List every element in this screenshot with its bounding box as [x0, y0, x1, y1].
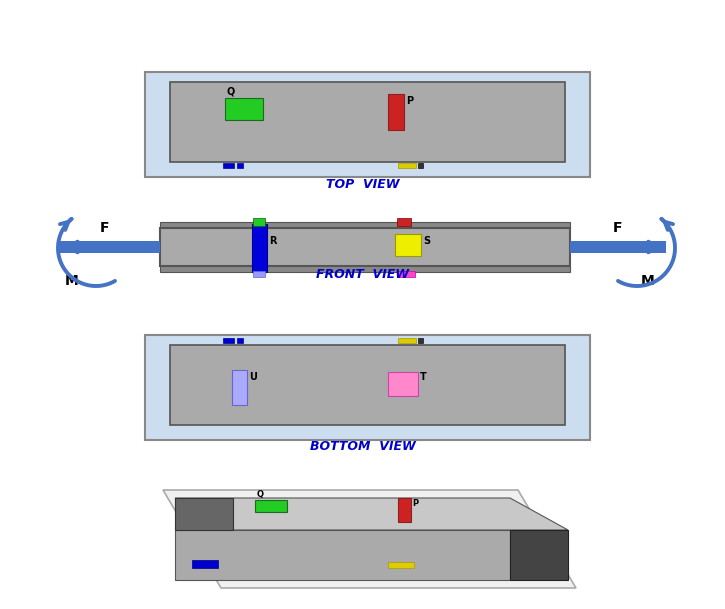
Text: M: M: [65, 274, 79, 288]
Bar: [398, 338, 416, 343]
Text: F: F: [100, 221, 109, 235]
Bar: [160, 228, 570, 266]
Bar: [398, 163, 416, 168]
Polygon shape: [510, 530, 568, 580]
Bar: [223, 163, 234, 168]
Bar: [395, 234, 421, 256]
Text: Q: Q: [227, 86, 235, 96]
Bar: [237, 338, 243, 343]
Bar: [253, 218, 265, 226]
Bar: [145, 335, 590, 440]
Text: P: P: [412, 499, 418, 508]
Bar: [397, 271, 415, 277]
Text: Q: Q: [257, 490, 264, 499]
Text: TOP  VIEW: TOP VIEW: [326, 178, 399, 191]
Bar: [160, 222, 570, 228]
Text: T: T: [420, 372, 427, 382]
Bar: [418, 338, 423, 343]
Text: P: P: [406, 96, 413, 106]
Bar: [145, 72, 590, 177]
Polygon shape: [175, 530, 510, 580]
Text: U: U: [249, 372, 257, 382]
Polygon shape: [163, 490, 576, 588]
Bar: [253, 271, 265, 277]
Bar: [60, 241, 160, 253]
Bar: [388, 94, 404, 130]
Bar: [570, 241, 666, 253]
Text: R: R: [269, 236, 276, 246]
Polygon shape: [175, 498, 233, 530]
Polygon shape: [192, 560, 218, 568]
Bar: [170, 82, 565, 162]
Bar: [237, 163, 243, 168]
Bar: [255, 500, 287, 512]
Bar: [170, 345, 565, 425]
Polygon shape: [388, 562, 414, 568]
Bar: [223, 338, 234, 343]
Bar: [388, 372, 418, 396]
Bar: [398, 498, 411, 522]
Text: F: F: [613, 221, 623, 235]
Text: M: M: [641, 274, 655, 288]
Text: FRONT  VIEW: FRONT VIEW: [317, 268, 410, 281]
Bar: [418, 163, 423, 168]
Text: S: S: [423, 236, 430, 246]
Text: BOTTOM  VIEW: BOTTOM VIEW: [310, 440, 416, 453]
Bar: [225, 98, 263, 120]
Polygon shape: [175, 498, 568, 530]
Bar: [397, 218, 411, 226]
Bar: [252, 224, 267, 272]
Bar: [160, 266, 570, 272]
Bar: [232, 370, 247, 405]
